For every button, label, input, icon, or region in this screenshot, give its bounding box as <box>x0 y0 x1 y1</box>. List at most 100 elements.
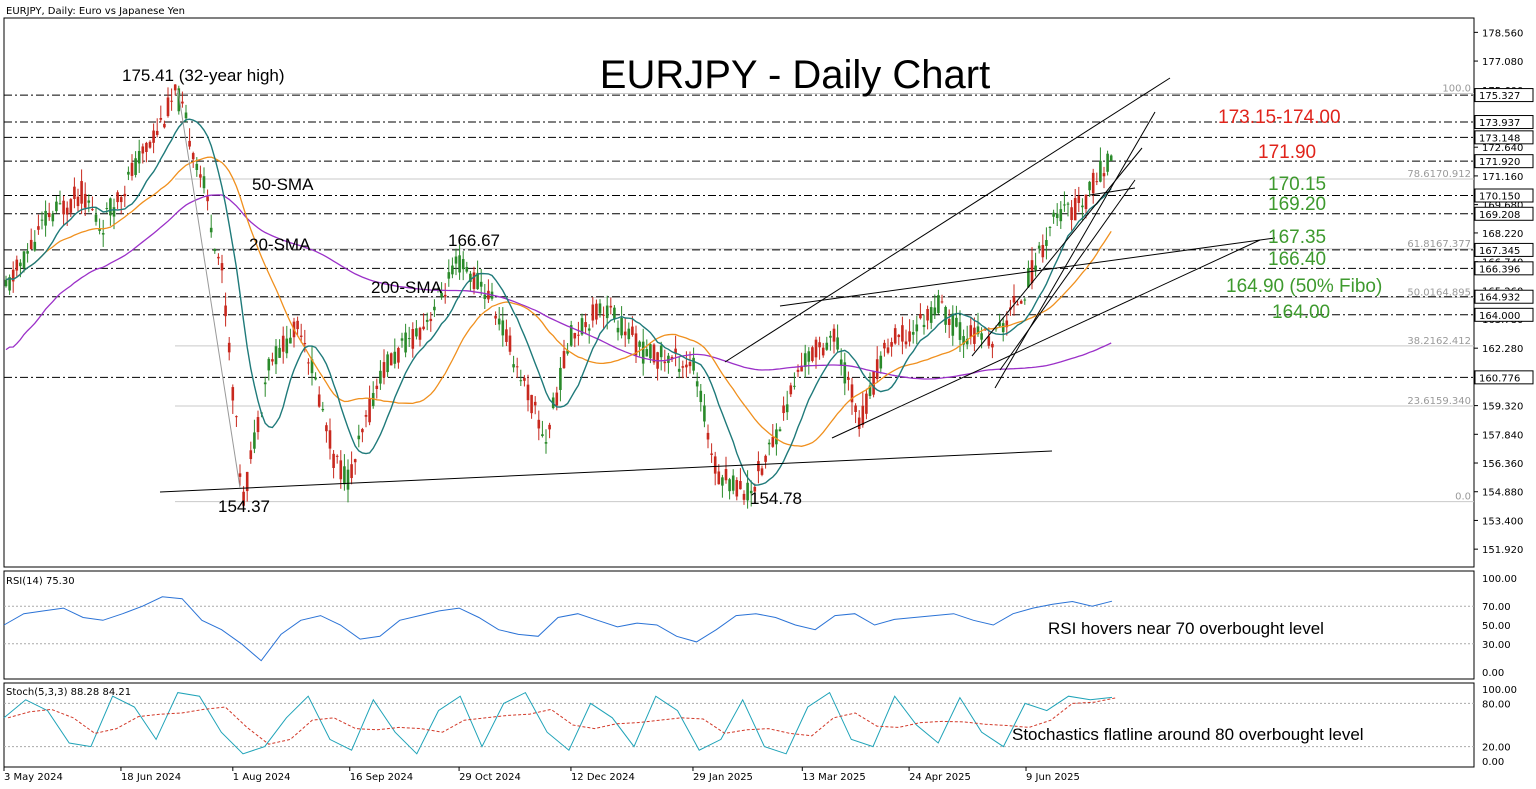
trend-line <box>724 77 1171 363</box>
candle-body <box>569 325 573 346</box>
candle-body <box>641 341 645 364</box>
candle-body <box>829 335 832 338</box>
candle-body <box>605 305 609 319</box>
candle-body <box>317 394 321 407</box>
candle-body <box>631 326 634 335</box>
candle-body <box>494 315 497 319</box>
candle-body <box>393 351 397 364</box>
candle-body <box>191 153 195 160</box>
candle-body <box>184 112 188 119</box>
candle-body <box>1016 304 1019 306</box>
candle-body <box>141 146 145 154</box>
candle-body <box>429 318 433 322</box>
candle-body <box>764 455 767 462</box>
candle-body <box>62 200 65 215</box>
candle-body <box>519 380 523 382</box>
y-tick-label: 153.400 <box>1482 516 1523 527</box>
candle-body <box>58 203 62 205</box>
candle-body <box>541 434 544 437</box>
candle-body <box>721 477 724 486</box>
candle-body <box>872 371 875 395</box>
price-box <box>1474 370 1534 385</box>
candle-body <box>76 196 80 207</box>
candle-body <box>454 256 458 264</box>
candle-body <box>447 272 451 279</box>
candle-body <box>1023 299 1027 301</box>
candle-body <box>825 342 829 350</box>
price-box-label: 173.148 <box>1479 133 1520 144</box>
candle-body <box>955 317 958 327</box>
trend-line <box>831 239 1261 439</box>
candle-body <box>937 295 940 314</box>
stoch-panel-frame <box>3 682 1475 768</box>
candle-body <box>865 393 868 414</box>
y-tick-label: 151.920 <box>1482 545 1523 556</box>
candle-body <box>742 493 746 500</box>
candle-body <box>663 361 667 364</box>
candle-body <box>8 277 11 291</box>
candle-body <box>224 305 227 317</box>
chart-title: EURJPY - Daily Chart <box>600 53 990 97</box>
candle-body <box>267 358 271 371</box>
price-box-label: 169.208 <box>1479 210 1520 221</box>
y-tick-label: 159.320 <box>1482 402 1523 413</box>
price-box-label: 170.150 <box>1479 192 1520 203</box>
price-box <box>1474 261 1534 276</box>
candle-body <box>1070 207 1073 221</box>
candle-body <box>159 118 163 120</box>
stoch-y-tick-label: 80.00 <box>1482 699 1511 710</box>
candle-body <box>883 342 886 349</box>
candle-body <box>735 480 739 497</box>
candle-body <box>418 327 422 340</box>
candle-body <box>1102 173 1106 177</box>
candle-body <box>1073 198 1077 221</box>
candle-body <box>332 453 335 468</box>
candle-body <box>933 307 937 315</box>
candle-body <box>746 482 749 501</box>
candle-body <box>389 353 393 366</box>
sma20-line <box>5 118 1112 486</box>
x-tick-label: 9 Jun 2025 <box>1026 772 1080 783</box>
candle-body <box>627 328 631 340</box>
fib-level-label: 0.0 <box>1455 492 1471 503</box>
candle-body <box>508 335 512 352</box>
candle-body <box>350 464 353 479</box>
candle-body <box>386 354 389 373</box>
candle-body <box>555 392 559 406</box>
candle-body <box>238 473 242 477</box>
candle-body <box>807 351 811 362</box>
candle-body <box>836 337 839 350</box>
candle-body <box>875 359 879 380</box>
candle-body <box>343 466 346 485</box>
sma200-line <box>5 194 1112 380</box>
fib-level-label: 100.0 <box>1442 83 1471 94</box>
stoch-signal-line <box>7 697 1117 745</box>
y-tick-label: 171.160 <box>1482 172 1523 183</box>
candle-body <box>699 390 703 403</box>
candle-body <box>901 325 904 342</box>
x-tick-label: 1 Aug 2024 <box>233 772 291 783</box>
candle-body <box>638 341 641 347</box>
candle-body <box>199 174 202 178</box>
candle-body <box>854 405 857 413</box>
candle-body <box>278 347 281 358</box>
candle-body <box>1063 204 1066 206</box>
candle-body <box>685 364 688 368</box>
y-tick-label: 177.080 <box>1482 57 1523 68</box>
y-tick-label: 156.360 <box>1482 459 1523 470</box>
rsi-panel-frame <box>3 570 1475 680</box>
candle-body <box>940 301 944 303</box>
candle-body <box>760 468 764 475</box>
candle-body <box>893 328 897 344</box>
candle-body <box>400 338 404 341</box>
candle-body <box>433 306 436 311</box>
x-tick-label: 13 Mar 2025 <box>802 772 865 783</box>
candle-body <box>1095 181 1099 183</box>
candle-body <box>526 384 530 401</box>
candle-body <box>1052 212 1055 217</box>
candle-body <box>1041 244 1045 258</box>
trend-line <box>1089 187 1136 196</box>
candle-body <box>98 228 101 231</box>
candle-body <box>137 150 141 164</box>
candle-body <box>217 256 220 259</box>
